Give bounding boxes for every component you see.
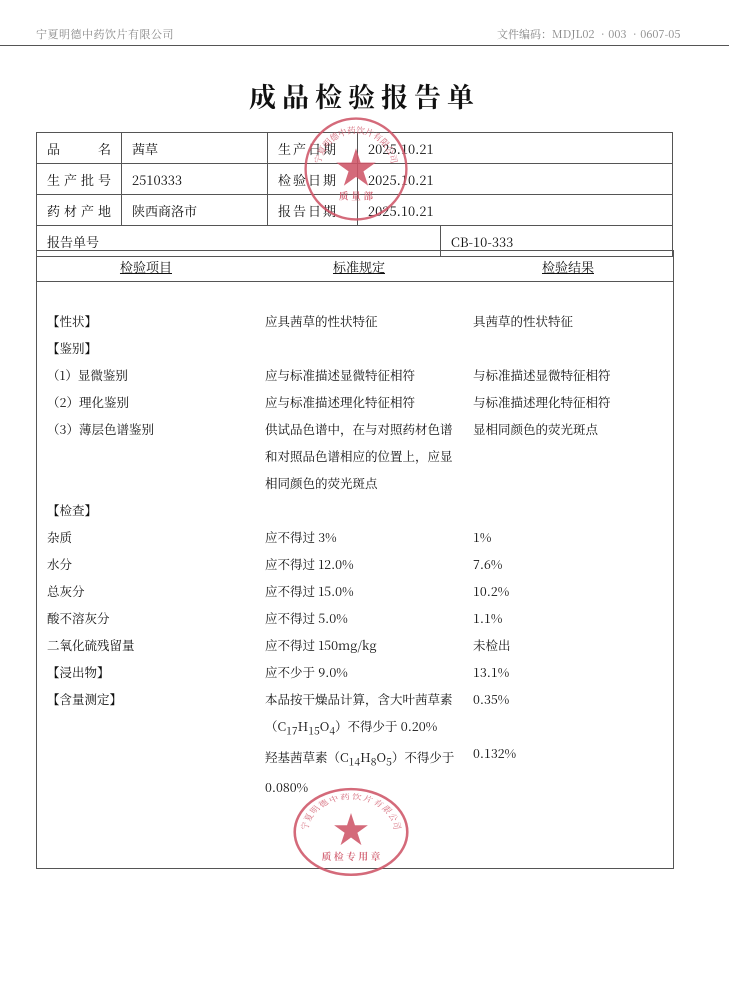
svg-text:量: 量 (351, 188, 361, 202)
svg-text:药: 药 (340, 791, 352, 802)
svg-text:章: 章 (371, 849, 381, 863)
svg-text:饮: 饮 (351, 791, 363, 802)
svg-text:司: 司 (389, 821, 404, 830)
svg-text:部: 部 (364, 188, 374, 202)
svg-text:用: 用 (358, 849, 368, 863)
svg-text:质: 质 (322, 849, 332, 863)
svg-text:专: 专 (346, 849, 356, 863)
svg-text:质: 质 (339, 188, 349, 202)
svg-text:检: 检 (334, 849, 344, 863)
